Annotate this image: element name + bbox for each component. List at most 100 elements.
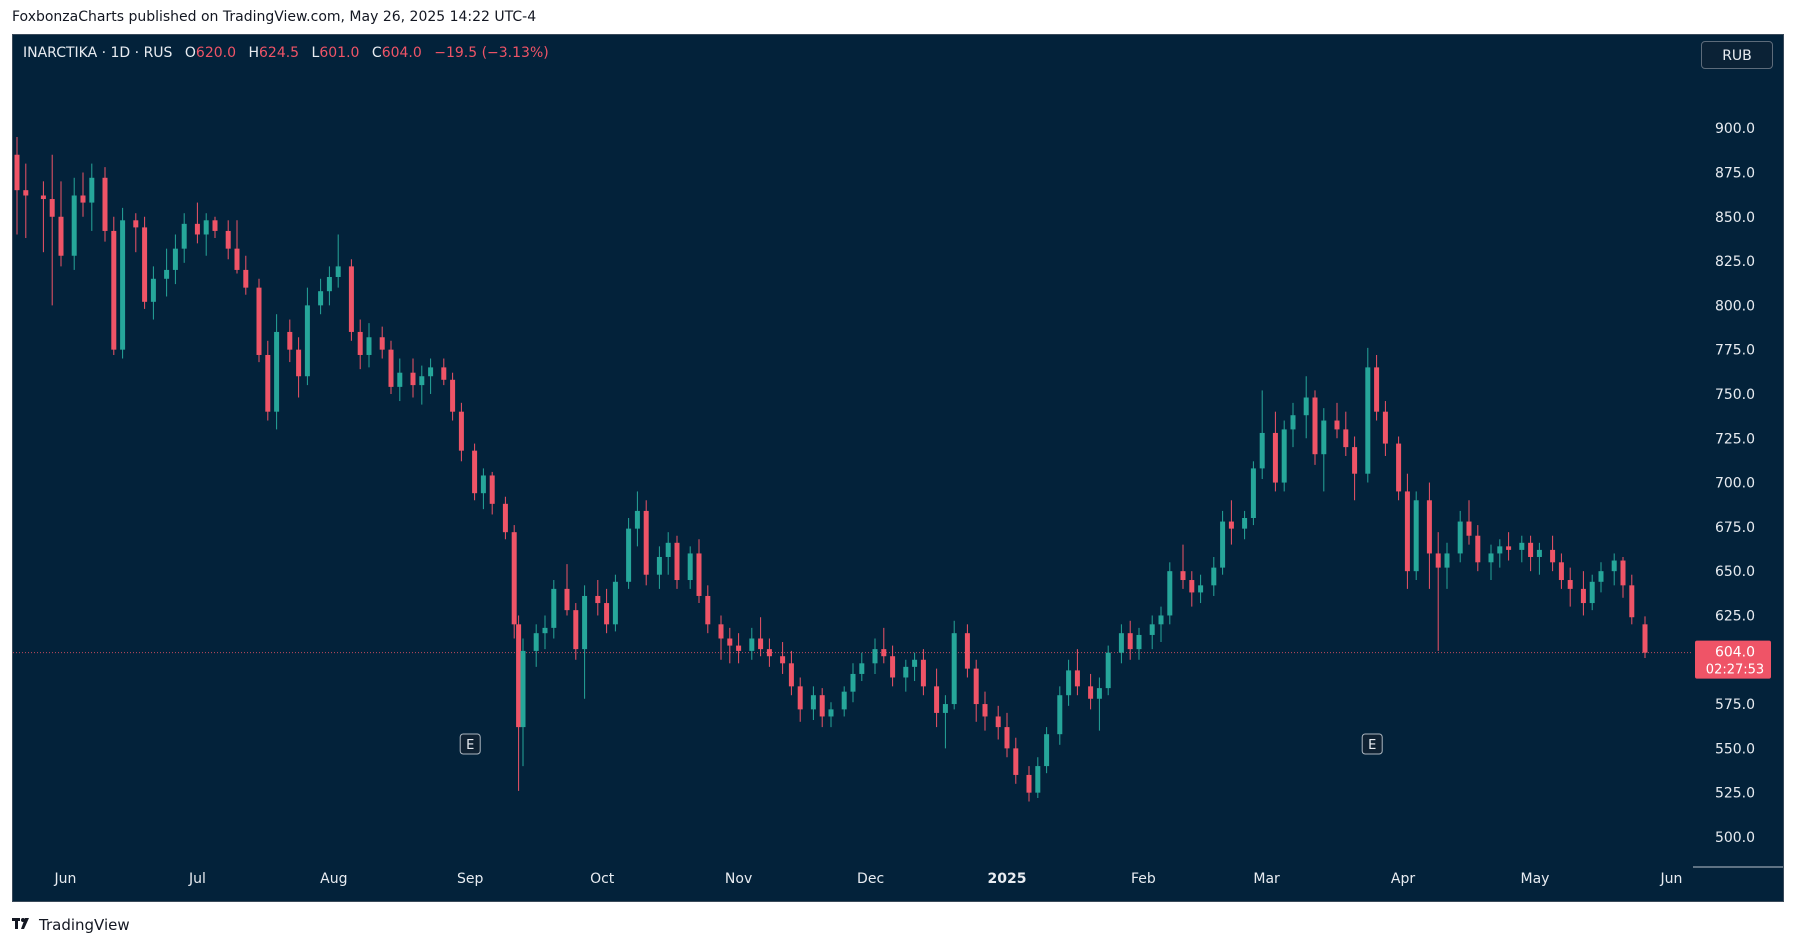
candle-body: [780, 656, 786, 664]
candle-body: [1303, 397, 1309, 416]
candle-body: [1528, 542, 1534, 557]
tradingview-brand[interactable]: TradingView: [12, 915, 130, 934]
candle-body: [1198, 585, 1204, 593]
chart-frame[interactable]: 900.0 875.0 850.0 825.0 800.0 775.0 750.0 725.0…: [12, 34, 1784, 902]
candle-body: [102, 177, 108, 231]
candle-body: [626, 528, 632, 582]
candle-body: [71, 195, 77, 256]
candle-body: [1536, 549, 1542, 557]
candle-body: [1558, 562, 1564, 581]
y-tick-label: 825.0: [1715, 254, 1755, 270]
chart-legend: INARCTIKA · 1D · RUS O620.0 H624.5 L601.…: [23, 45, 549, 61]
candlestick-chart[interactable]: 900.0 875.0 850.0 825.0 800.0 775.0 750.0 725.0…: [13, 35, 1783, 901]
y-tick-label: 625.0: [1715, 608, 1755, 624]
candle-body: [274, 331, 280, 412]
candle-body: [564, 588, 570, 611]
candle-body: [766, 649, 772, 657]
candle-body: [1365, 367, 1371, 474]
candle-body: [23, 190, 29, 196]
candle-body: [1374, 367, 1380, 412]
candle-body: [982, 704, 988, 717]
candle-body: [890, 656, 896, 678]
candle-body: [1629, 585, 1635, 618]
candle-body: [828, 709, 834, 717]
y-tick-label: 575.0: [1715, 697, 1755, 713]
brand-name: TradingView: [39, 915, 130, 934]
candle-body: [1382, 411, 1388, 444]
candle-body: [964, 633, 970, 669]
candle-body: [634, 510, 640, 529]
candle-body: [797, 686, 803, 710]
candle-body: [1620, 560, 1626, 586]
candle-body: [1466, 521, 1472, 536]
candle-body: [696, 553, 702, 596]
candle-body: [1404, 491, 1410, 572]
candle-body: [942, 704, 948, 713]
candle-body: [1096, 688, 1102, 699]
candle-body: [480, 475, 486, 494]
candle-body: [595, 595, 601, 604]
candle-body: [1413, 500, 1419, 572]
x-tick-label: Feb: [1131, 871, 1156, 887]
candle-body: [520, 650, 526, 728]
candle-body: [296, 349, 302, 377]
x-tick-label: Oct: [590, 871, 615, 887]
x-tick-label: Mar: [1253, 871, 1280, 887]
candle-body: [40, 195, 46, 200]
legend-close-label: C: [371, 45, 382, 61]
candle-body: [912, 659, 918, 667]
candle-body: [788, 663, 794, 687]
y-tick-label: 800.0: [1715, 298, 1755, 314]
candle-body: [934, 686, 940, 713]
y-tick-label: 900.0: [1715, 121, 1755, 137]
x-tick-label: Sep: [457, 871, 484, 887]
currency-button[interactable]: RUB: [1701, 41, 1773, 69]
candle-body: [1242, 518, 1248, 529]
candle-body: [348, 266, 354, 332]
candle-body: [366, 337, 372, 355]
candle-body: [388, 349, 394, 387]
candle-body: [397, 372, 403, 387]
candle-body: [810, 695, 816, 710]
candle-body: [727, 638, 733, 646]
candle-body: [1611, 560, 1617, 572]
y-tick-label: 650.0: [1715, 564, 1755, 580]
candle-body: [502, 503, 508, 533]
candle-body: [819, 695, 825, 717]
candle-body: [1136, 634, 1142, 650]
candle-body: [1105, 652, 1111, 689]
candle-body: [1228, 521, 1234, 529]
candle-body: [1567, 580, 1573, 589]
candle-body: [1035, 766, 1041, 793]
candle-body: [665, 542, 671, 557]
candle-body: [1220, 521, 1226, 568]
candle-body: [379, 337, 385, 350]
candle-body: [410, 372, 416, 386]
price-badge: [1695, 640, 1771, 679]
candle-body: [516, 624, 522, 728]
candle-body: [1013, 748, 1019, 775]
legend-open: 620.0: [195, 45, 237, 61]
y-tick-label: 500.0: [1715, 830, 1755, 846]
candle-body: [1158, 615, 1164, 625]
candle-body: [1497, 546, 1503, 554]
candle-body: [80, 195, 86, 203]
x-tick-label: Dec: [857, 871, 884, 887]
candle-body: [705, 595, 711, 625]
candle-body: [142, 227, 148, 302]
candle-body: [234, 248, 240, 270]
candle-body: [1074, 670, 1080, 687]
y-tick-label: 550.0: [1715, 741, 1755, 757]
candle-body: [1550, 549, 1556, 563]
candle-body: [441, 367, 447, 380]
y-tick-label: 850.0: [1715, 210, 1755, 226]
candle-body: [265, 354, 271, 412]
candle-body: [1044, 734, 1050, 767]
candle-body: [1475, 535, 1481, 563]
candle-body: [194, 223, 200, 235]
candle-body: [1444, 553, 1450, 568]
candle-body: [1488, 553, 1494, 563]
candle-body: [164, 269, 170, 279]
candle-body: [749, 638, 755, 651]
legend-high: 624.5: [259, 45, 300, 61]
